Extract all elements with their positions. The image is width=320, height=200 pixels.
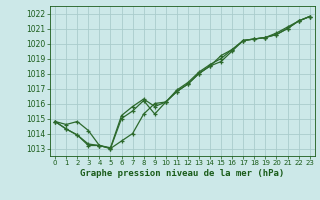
X-axis label: Graphe pression niveau de la mer (hPa): Graphe pression niveau de la mer (hPa) [80,169,284,178]
